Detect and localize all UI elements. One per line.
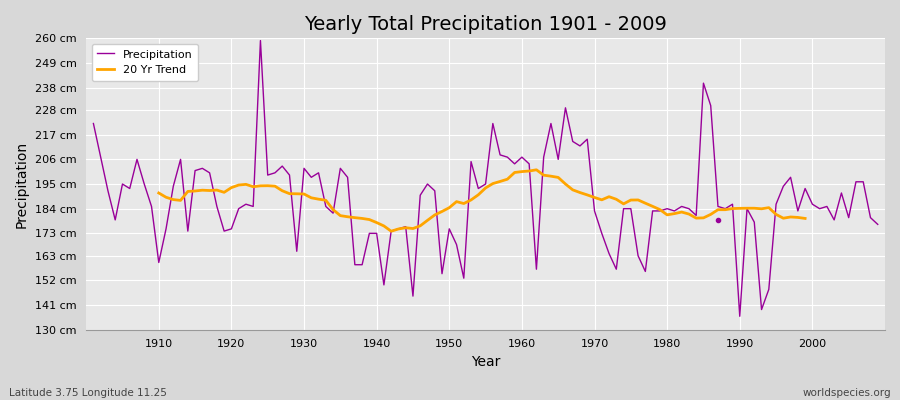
Precipitation [872, 222, 883, 227]
Text: Latitude 3.75 Longitude 11.25: Latitude 3.75 Longitude 11.25 [9, 388, 166, 398]
Precipitation [524, 162, 535, 166]
X-axis label: Year: Year [471, 355, 500, 369]
20 Yr Trend [800, 216, 811, 221]
Y-axis label: Precipitation: Precipitation [15, 140, 29, 228]
20 Yr Trend [618, 202, 629, 206]
Line: 20 Yr Trend: 20 Yr Trend [158, 170, 806, 231]
Precipitation [611, 267, 622, 272]
Precipitation [146, 204, 157, 209]
20 Yr Trend [240, 182, 251, 187]
Precipitation [517, 155, 527, 160]
Precipitation [313, 170, 324, 175]
Text: worldspecies.org: worldspecies.org [803, 388, 891, 398]
Precipitation [356, 262, 367, 267]
20 Yr Trend [153, 190, 164, 195]
Precipitation [734, 314, 745, 319]
20 Yr Trend [349, 215, 360, 220]
Title: Yearly Total Precipitation 1901 - 2009: Yearly Total Precipitation 1901 - 2009 [304, 15, 667, 34]
Precipitation [255, 38, 266, 43]
20 Yr Trend [785, 214, 796, 219]
Legend: Precipitation, 20 Yr Trend: Precipitation, 20 Yr Trend [92, 44, 198, 81]
Line: Precipitation: Precipitation [94, 40, 878, 316]
20 Yr Trend [386, 229, 397, 234]
20 Yr Trend [720, 207, 731, 212]
20 Yr Trend [706, 212, 716, 217]
Precipitation [88, 121, 99, 126]
20 Yr Trend [531, 167, 542, 172]
